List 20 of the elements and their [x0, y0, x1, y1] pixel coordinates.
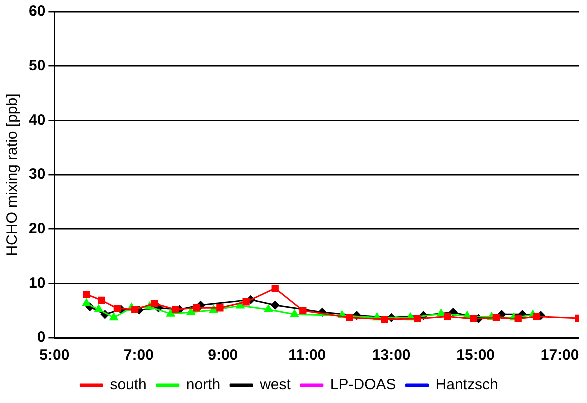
legend-label: west [259, 376, 292, 394]
y-tick-label: 50 [28, 57, 46, 74]
x-tick-label: 15:00 [456, 347, 496, 364]
y-tick-label: 10 [28, 274, 46, 292]
y-tick-label: 40 [28, 112, 46, 129]
legend-label: Hantzsch [436, 376, 498, 394]
x-tick-label: 13:00 [372, 347, 411, 364]
legend-label: south [110, 376, 147, 394]
y-tick-label: 60 [28, 3, 46, 20]
legend-label: LP-DOAS [330, 376, 396, 394]
x-tick-label: 11:00 [288, 347, 326, 364]
y-tick-label: 30 [28, 166, 46, 184]
legend-label: north [186, 376, 221, 394]
x-tick-label: 9:00 [208, 347, 238, 364]
y-axis-title: HCHO mixing ratio [ppb] [4, 94, 22, 256]
y-tick-label: 20 [28, 220, 46, 238]
x-tick-label: 5:00 [40, 347, 70, 364]
y-tick-label: 0 [37, 329, 46, 346]
x-tick-label: 7:00 [124, 347, 154, 364]
x-tick-label: 17:00 [540, 347, 580, 364]
